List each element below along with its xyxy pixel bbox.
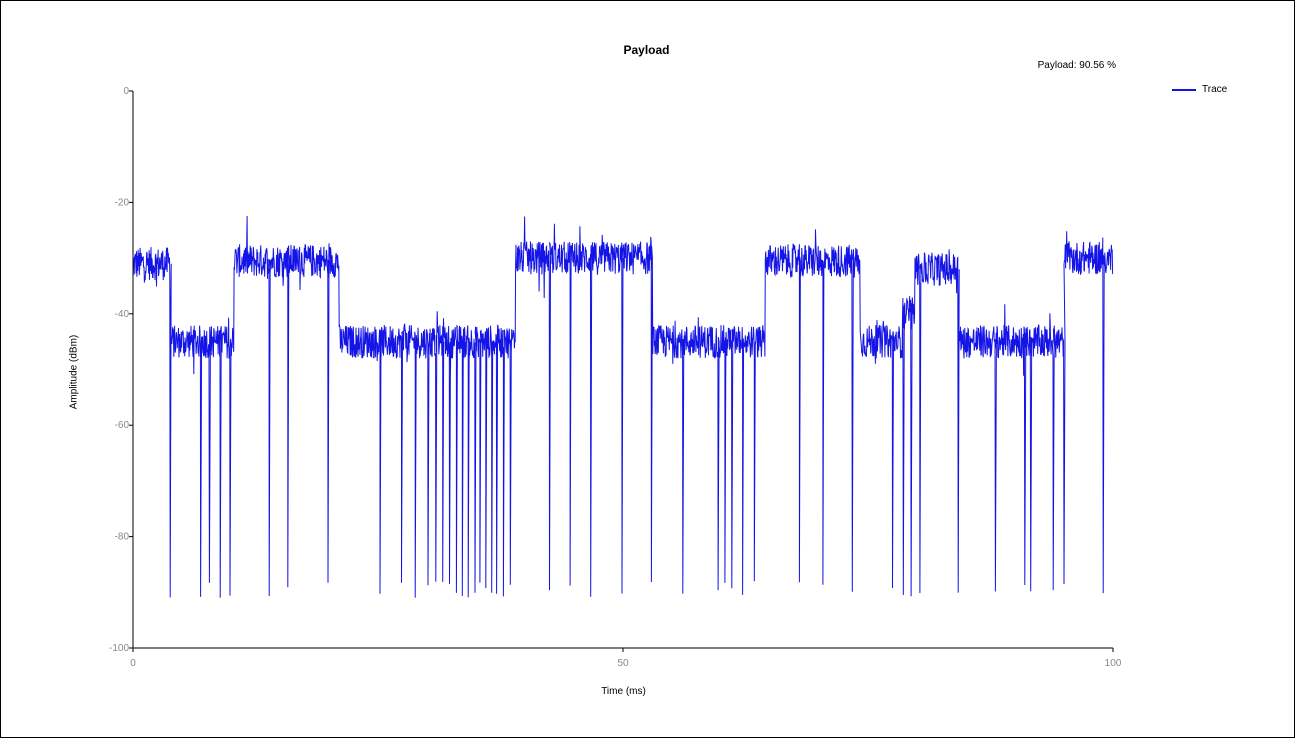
y-tick-label: -20 [115,197,130,208]
x-axis-label: Time (ms) [601,686,646,697]
payload-annotation: Payload: 90.56 % [1037,60,1116,71]
trace-series-line [132,215,1114,598]
y-tick-label: -100 [109,643,129,654]
legend: Trace [1172,84,1227,95]
x-tick-label: 50 [617,658,629,669]
y-tick-label: -60 [115,420,130,431]
x-tick-label: 100 [1105,658,1122,669]
legend-label-trace: Trace [1202,84,1228,95]
chart-title: Payload [623,43,670,57]
y-tick-label: -80 [115,532,130,543]
y-axis-label: Amplitude (dBm) [68,334,80,410]
y-tick-label: -40 [115,309,130,320]
y-tick-label: 0 [123,86,129,97]
x-tick-label: 0 [130,658,136,669]
legend-swatch-trace [1172,88,1196,91]
